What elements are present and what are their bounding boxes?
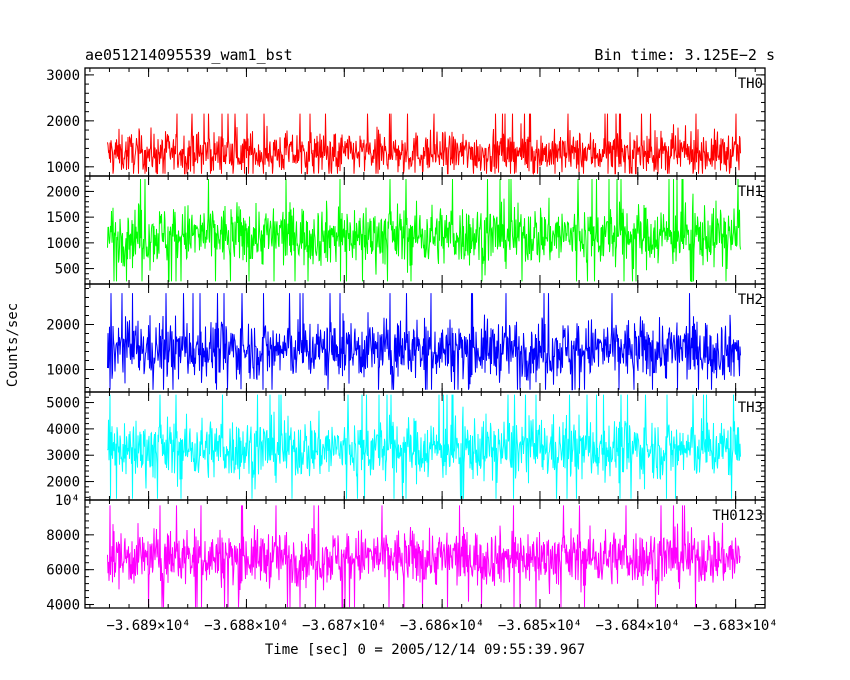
series-line-th0 (107, 113, 741, 176)
series-line-th1 (107, 178, 741, 282)
y-tick-label: 2000 (46, 475, 80, 491)
panels-group: 1000 2000 3000 TH0 500 1000 1500 2000 TH1 1000 200… (46, 67, 766, 614)
x-tick-label: −3.684×10⁴ (596, 618, 680, 634)
series-line-th2 (107, 293, 741, 391)
y-tick-label: 4000 (46, 598, 80, 614)
y-tick-label: 3000 (46, 448, 80, 464)
x-tick-label: −3.686×10⁴ (400, 618, 484, 634)
y-tick-label: 1000 (46, 160, 80, 176)
y-tick-label: 10⁴ (55, 493, 80, 509)
y-tick-label: 2000 (46, 318, 80, 334)
series-name-th3: TH3 (738, 400, 763, 416)
y-tick-label: 1000 (46, 363, 80, 379)
panel-th1: 500 1000 1500 2000 TH1 (46, 175, 766, 285)
x-tick-label: −3.685×10⁴ (498, 618, 582, 634)
y-tick-label: 6000 (46, 563, 80, 579)
y-tick-label: 4000 (46, 422, 80, 438)
y-tick-label: 2000 (46, 184, 80, 200)
y-tick-label: 8000 (46, 528, 80, 544)
series-name-th0123: TH0123 (712, 508, 763, 524)
x-tick-labels: −3.689×10⁴ −3.688×10⁴ −3.687×10⁴ −3.686×10⁴… (106, 618, 777, 634)
x-tick-label: −3.689×10⁴ (106, 618, 190, 634)
y-axis-label: Counts/sec (5, 303, 21, 387)
chart-title: ae051214095539_wam1_bst (85, 46, 293, 64)
x-tick-label: −3.683×10⁴ (693, 618, 777, 634)
panel-th3: 2000 3000 4000 5000 TH3 (46, 391, 766, 501)
series-line-th3 (107, 394, 741, 500)
series-name-th2: TH2 (738, 292, 763, 308)
y-tick-label: 500 (55, 262, 80, 278)
panel-frame (84, 499, 766, 609)
y-tick-label: 5000 (46, 396, 80, 412)
panel-th2: 1000 2000 TH2 (46, 283, 766, 393)
series-name-th1: TH1 (738, 184, 763, 200)
series-line-th0123 (107, 505, 741, 608)
bin-time-label: Bin time: 3.125E−2 s (594, 46, 775, 64)
panel-th0123: 4000 6000 8000 10⁴ TH0123 (46, 493, 766, 614)
y-tick-label: 1500 (46, 210, 80, 226)
y-tick-label: 3000 (46, 68, 80, 84)
y-tick-label: 2000 (46, 114, 80, 130)
x-axis-label: Time [sec] 0 = 2005/12/14 09:55:39.967 (265, 642, 585, 658)
series-name-th0: TH0 (738, 76, 763, 92)
y-tick-label: 1000 (46, 236, 80, 252)
x-tick-label: −3.687×10⁴ (302, 618, 386, 634)
x-tick-label: −3.688×10⁴ (204, 618, 288, 634)
panel-th0: 1000 2000 3000 TH0 (46, 67, 766, 177)
